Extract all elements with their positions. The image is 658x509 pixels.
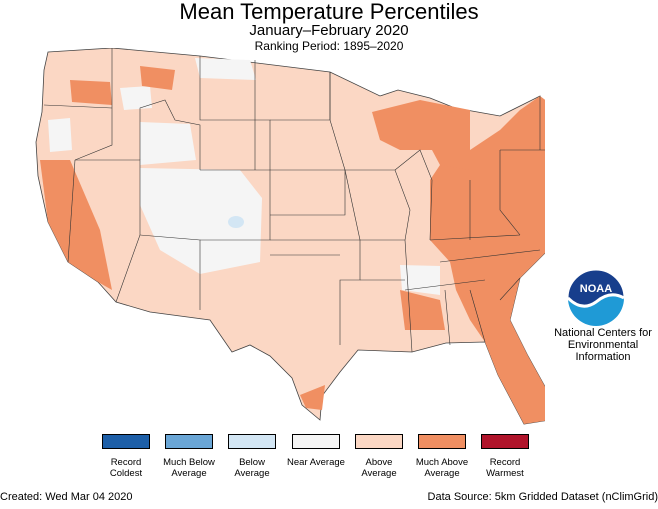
legend-swatch — [481, 434, 529, 449]
legend-label: Record Warmest — [486, 457, 524, 479]
legend-label: Much Above Average — [415, 457, 469, 479]
near-average-region — [120, 86, 152, 110]
legend-swatch — [102, 434, 150, 449]
ncei-name: National Centers for Environmental Infor… — [554, 327, 652, 363]
legend-label: Record Coldest — [109, 457, 143, 479]
much-above-average-great-lakes — [372, 100, 470, 170]
legend-swatch — [418, 434, 466, 449]
state-boundaries — [43, 48, 545, 353]
near-average-region — [140, 168, 262, 274]
legend-near-average: Near Average — [286, 434, 346, 468]
legend-record-warmest: Record Warmest — [475, 434, 535, 479]
legend-label: Below Average — [234, 457, 270, 479]
legend-label: Near Average — [287, 457, 345, 468]
noaa-logo-text: NOAA — [580, 283, 612, 295]
legend-label: Above Average — [361, 457, 397, 479]
legend-swatch — [292, 434, 340, 449]
near-average-region — [140, 122, 196, 165]
near-average-region — [400, 265, 440, 295]
much-above-average-northwest — [70, 80, 112, 105]
legend-swatch — [228, 434, 276, 449]
near-average-region — [48, 118, 72, 152]
legend-below-average: Below Average — [222, 434, 282, 479]
created-date: Created: Wed Mar 04 2020 — [0, 491, 133, 503]
data-source: Data Source: 5km Gridded Dataset (nClimG… — [427, 491, 658, 503]
below-average-spot — [228, 216, 244, 228]
legend-swatch — [355, 434, 403, 449]
map-subtitle: January–February 2020 — [249, 22, 409, 39]
legend-above-average: Above Average — [349, 434, 409, 479]
near-average-region — [195, 58, 256, 80]
noaa-logo: NOAA — [566, 269, 625, 327]
map-title: Mean Temperature Percentiles — [179, 0, 479, 24]
legend-label: Much Below Average — [163, 457, 215, 479]
us-temperature-map — [35, 48, 545, 425]
much-above-average-southeast — [400, 290, 445, 330]
legend-much-below-average: Much Below Average — [159, 434, 219, 479]
much-above-average-montana — [140, 66, 175, 90]
legend-swatch — [165, 434, 213, 449]
much-above-average-east — [430, 96, 545, 424]
ranking-period: Ranking Period: 1895–2020 — [254, 39, 404, 53]
legend-record-coldest: Record Coldest — [96, 434, 156, 479]
much-above-average-west-coast — [40, 160, 112, 290]
legend-much-above-average: Much Above Average — [412, 434, 472, 479]
much-above-average-texas-coast — [300, 385, 325, 410]
